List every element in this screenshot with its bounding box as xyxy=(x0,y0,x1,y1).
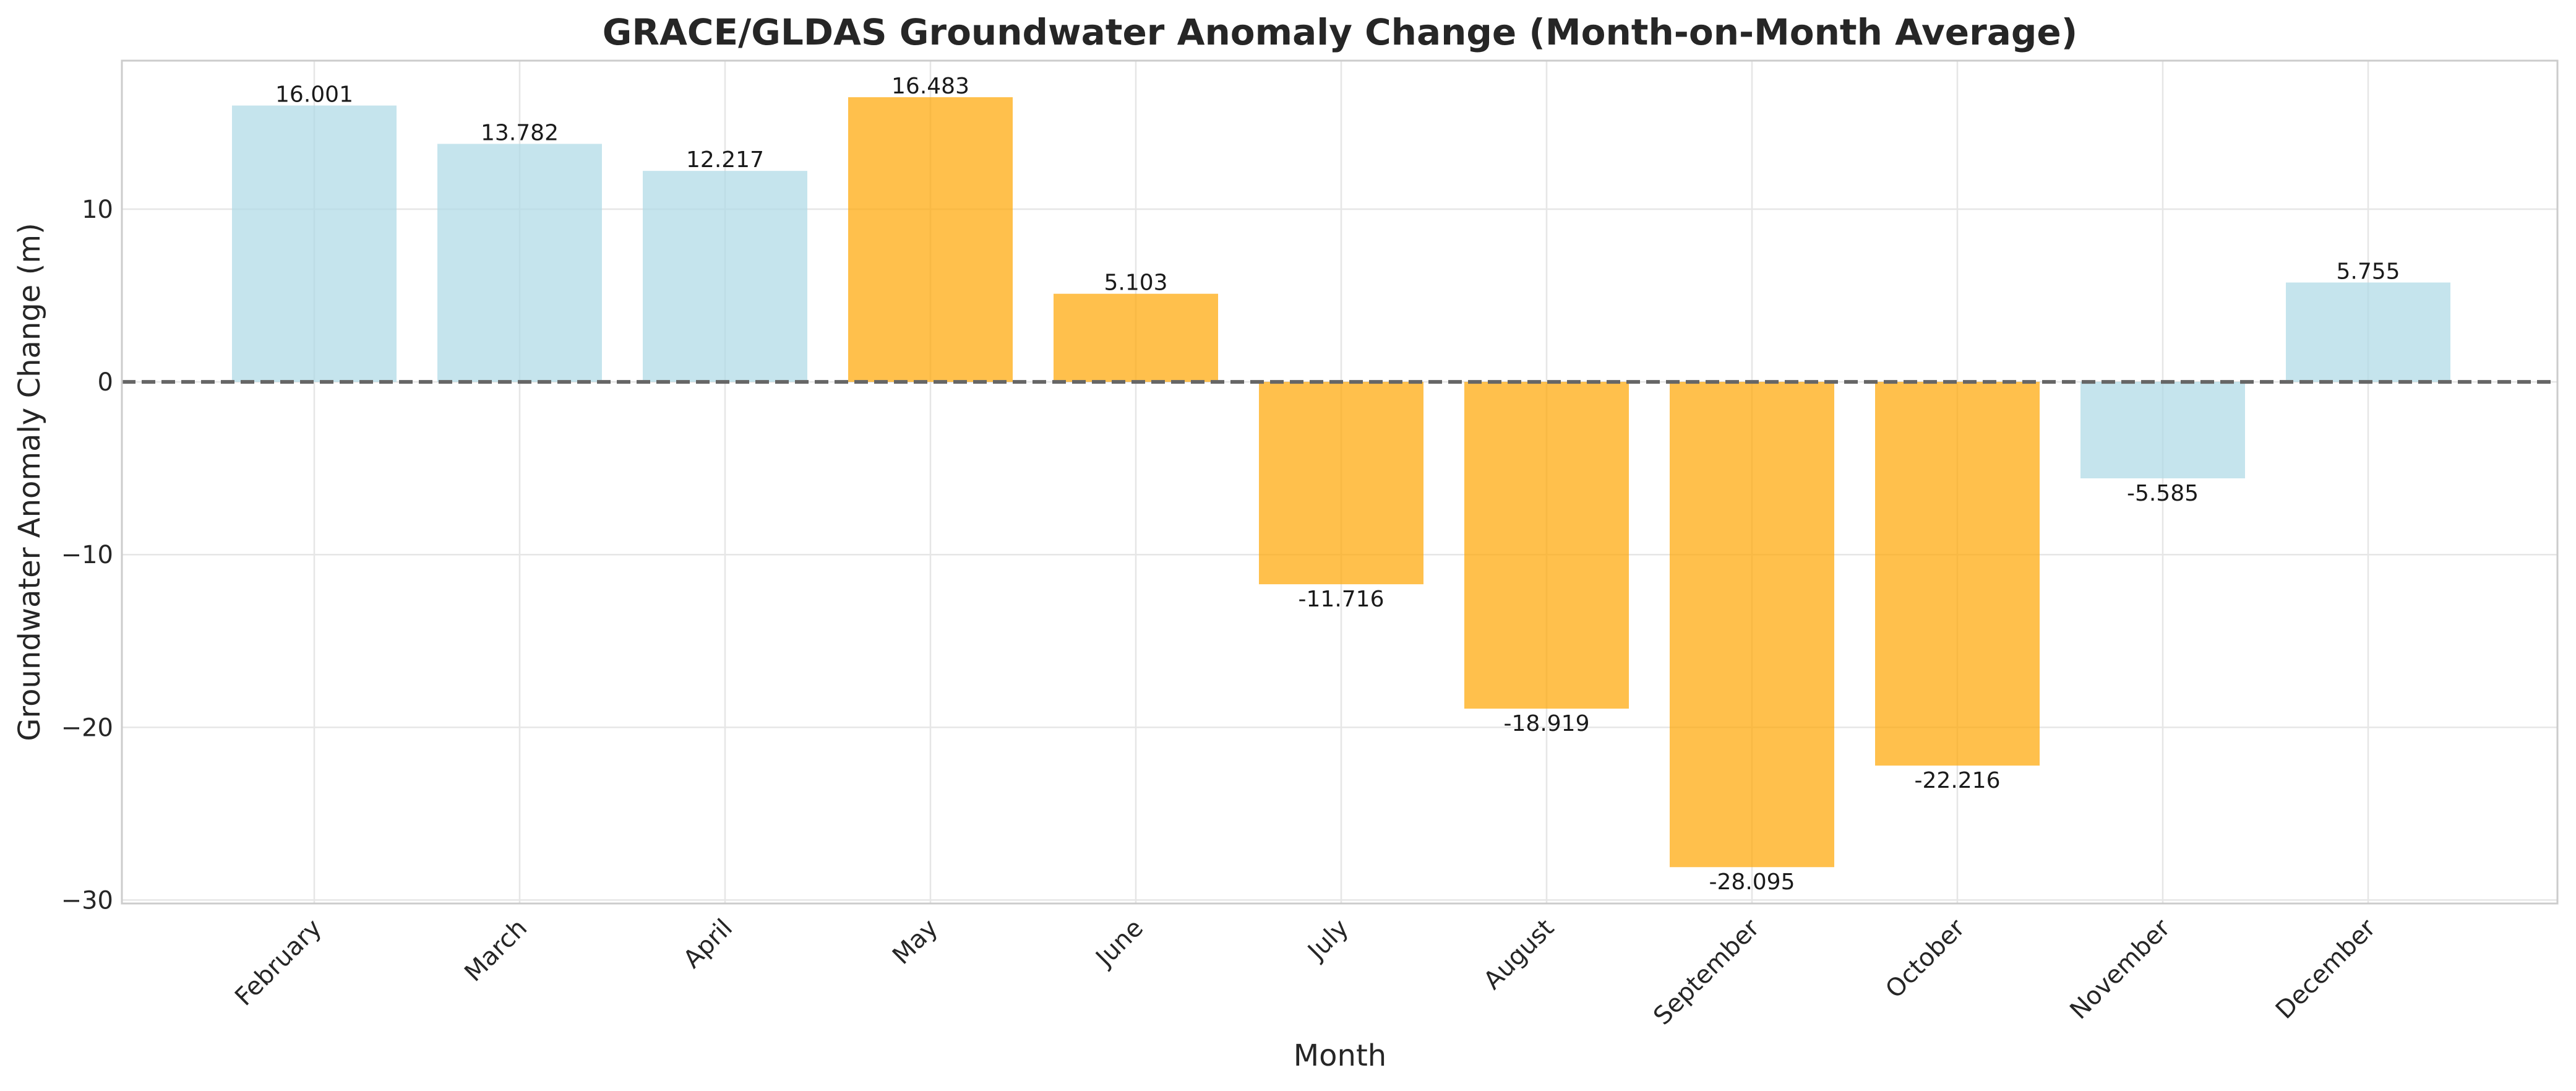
x-tick-label: August xyxy=(1479,914,1560,996)
plot-frame xyxy=(121,59,2559,905)
x-tick-label: October xyxy=(1880,913,1970,1004)
x-tick-label: June xyxy=(1089,914,1149,973)
data-label: 16.483 xyxy=(891,74,969,99)
bar-march xyxy=(437,144,602,382)
bar-august xyxy=(1464,382,1629,709)
bar-april xyxy=(643,171,807,382)
data-label: 16.001 xyxy=(275,82,353,108)
data-label: 12.217 xyxy=(686,147,764,173)
x-axis-ticks: February March April May June July August Septe… xyxy=(230,913,2381,1030)
y-axis-ticks: 10 0 −10 −20 −30 xyxy=(61,196,113,915)
x-tick-label: March xyxy=(459,914,533,988)
data-label: 5.755 xyxy=(2336,259,2400,285)
y-tick-label: 0 xyxy=(98,368,113,397)
bar-february xyxy=(232,105,397,382)
x-tick-label: February xyxy=(230,914,327,1012)
x-tick-label: November xyxy=(2064,913,2176,1025)
chart-title: GRACE/GLDAS Groundwater Anomaly Change (… xyxy=(603,11,2077,53)
bars xyxy=(232,97,2450,868)
bar-july xyxy=(1259,382,1423,585)
x-tick-label: May xyxy=(887,914,943,970)
bar-may xyxy=(848,97,1013,382)
x-axis-label: Month xyxy=(1294,1038,1386,1073)
data-label: -11.716 xyxy=(1299,587,1385,612)
data-label: 13.782 xyxy=(481,120,559,145)
x-tick-label: September xyxy=(1648,913,1765,1030)
y-tick-label: 10 xyxy=(82,196,113,224)
x-tick-label: April xyxy=(678,914,738,974)
y-axis-label: Groundwater Anomaly Change (m) xyxy=(12,223,47,741)
x-tick-label: December xyxy=(2270,913,2382,1025)
data-label: -28.095 xyxy=(1709,869,1795,895)
bar-june xyxy=(1054,293,1218,382)
data-labels: 16.001 13.782 12.217 16.483 5.103 -11.716 -18.… xyxy=(275,74,2400,895)
data-label: -18.919 xyxy=(1504,711,1590,736)
y-tick-label: −10 xyxy=(61,541,113,569)
data-label: 5.103 xyxy=(1104,270,1167,296)
bar-september xyxy=(1670,382,1834,868)
y-tick-label: −30 xyxy=(61,886,113,915)
x-tick-label: July xyxy=(1302,914,1355,967)
bar-november xyxy=(2080,382,2245,478)
bar-december xyxy=(2286,282,2450,382)
y-tick-label: −20 xyxy=(61,714,113,742)
bar-october xyxy=(1875,382,2040,766)
data-label: -5.585 xyxy=(2127,481,2199,506)
data-label: -22.216 xyxy=(1915,768,2001,793)
